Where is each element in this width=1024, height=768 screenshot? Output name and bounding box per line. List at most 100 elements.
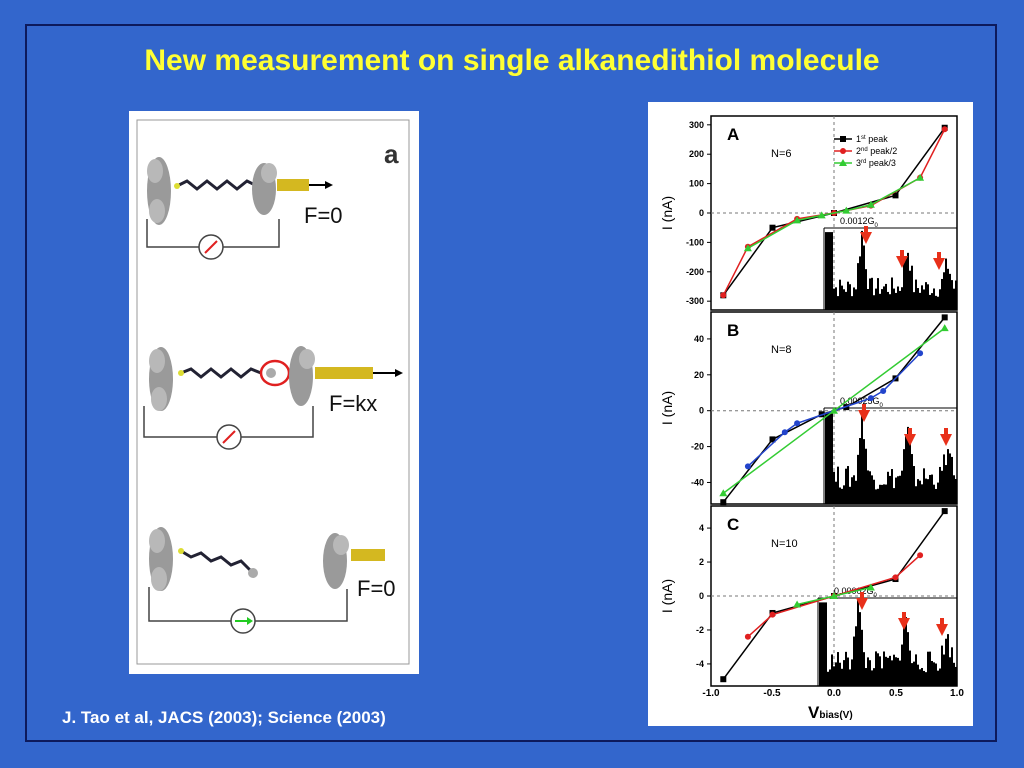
histogram-bar (851, 477, 853, 504)
histogram-bar (851, 659, 853, 686)
histogram-bar (901, 470, 903, 504)
left-electrode (149, 347, 173, 411)
figure-a-label: a (384, 139, 399, 169)
y-tick: 40 (694, 334, 704, 344)
histogram-bar (895, 477, 897, 504)
histogram-bar (879, 484, 881, 504)
histogram-bar (909, 270, 911, 310)
peak-arrow-icon (858, 410, 870, 422)
y-axis-label: I (nA) (659, 579, 675, 613)
histogram-bar (921, 667, 923, 686)
y-tick: 300 (689, 120, 704, 130)
n-label: N=6 (771, 148, 792, 160)
histogram-bar (915, 279, 917, 310)
histogram-bar (893, 288, 895, 310)
broken-molecule (178, 548, 258, 578)
histogram-bar (903, 449, 905, 504)
histogram-bar (865, 668, 867, 686)
histogram-bar (947, 449, 949, 504)
data-point (867, 395, 874, 402)
histogram-bar (835, 662, 837, 686)
data-point (793, 216, 802, 224)
histogram-bar (865, 269, 867, 310)
x-tick: 0.5 (889, 688, 903, 699)
histogram-bar (845, 651, 847, 686)
histogram-bar (879, 656, 881, 686)
legend-3rd: 3rd peak/3 (856, 158, 896, 168)
citation: J. Tao et al, JACS (2003); Science (2003… (62, 708, 386, 727)
right-electrode (289, 346, 315, 406)
histogram-bar (891, 469, 893, 504)
histogram-bar (941, 278, 943, 310)
y-tick: -2 (696, 625, 704, 635)
panel-label: C (727, 515, 739, 534)
data-point (917, 552, 924, 559)
histogram-bar (943, 272, 945, 310)
histogram-bar (947, 634, 949, 686)
histogram-bar (895, 657, 897, 686)
iv-panel-B: 40 20 0 -20 -40 B N=8 I (nA) 0.00025G0 (659, 311, 958, 506)
histogram-bar (893, 654, 895, 686)
histogram-bar (839, 487, 841, 504)
histogram-bar (955, 666, 957, 686)
histogram-bar (929, 294, 931, 310)
histogram-bar (951, 647, 953, 686)
figure-a-svg: a F=0 (136, 119, 410, 665)
histogram-bar (861, 629, 863, 686)
histogram-bar (909, 441, 911, 504)
histogram-bar (825, 232, 827, 310)
histogram-bar (935, 488, 937, 504)
histogram-bar (933, 662, 935, 686)
histogram-bar (827, 671, 829, 686)
histogram-bar (955, 478, 957, 504)
histogram-bar (925, 672, 927, 686)
spring (277, 179, 309, 191)
histogram-bar (841, 488, 843, 504)
histogram-bar (931, 660, 933, 686)
data-point (744, 463, 751, 470)
peak-arrow-icon (856, 598, 868, 610)
histogram-bar (857, 263, 859, 310)
histogram-bar (899, 660, 901, 686)
peak-arrow-icon (860, 232, 872, 244)
data-point (720, 292, 727, 299)
histogram-bar (869, 471, 871, 504)
peak-arrow-icon (904, 434, 916, 446)
histogram-bar (859, 256, 861, 310)
left-electrode (147, 157, 171, 225)
histogram-bar (905, 435, 907, 504)
panel-label: B (727, 321, 739, 340)
histogram-bar (877, 653, 879, 686)
y-tick: -300 (686, 296, 704, 306)
histogram-bar (849, 669, 851, 686)
iv-panel-C: 420-2-4CN=10I (nA) 0.00002G0 (659, 505, 958, 687)
histogram-bar (827, 232, 829, 310)
histogram-bar (949, 657, 951, 686)
y-tick: 200 (689, 149, 704, 159)
histogram-bar (861, 409, 863, 504)
histogram-bar (923, 289, 925, 310)
histogram-bar (829, 412, 831, 504)
histogram-bar (833, 288, 835, 310)
histogram-bar (871, 475, 873, 504)
data-point (769, 611, 776, 618)
peak-arrow-icon (936, 624, 948, 636)
g-label: 0.00025G0 (840, 396, 884, 409)
histogram-bar (831, 232, 833, 310)
data-point (941, 508, 948, 515)
histogram-bar (837, 466, 839, 504)
histogram-bar (835, 481, 837, 504)
histogram-bar (917, 479, 919, 504)
histogram-bar (863, 245, 865, 310)
y-tick: -20 (691, 442, 704, 452)
histogram-bar (907, 252, 909, 310)
histogram-bar (953, 288, 955, 310)
x-tick: -0.5 (763, 688, 781, 699)
slide-title: New measurement on single alkanedithiol … (144, 44, 880, 77)
histogram-bar (877, 488, 879, 504)
histogram-bar (831, 412, 833, 504)
histogram-bar (885, 283, 887, 310)
histogram-bar (873, 479, 875, 504)
histogram-bar (905, 617, 907, 686)
histogram-bar (953, 662, 955, 686)
